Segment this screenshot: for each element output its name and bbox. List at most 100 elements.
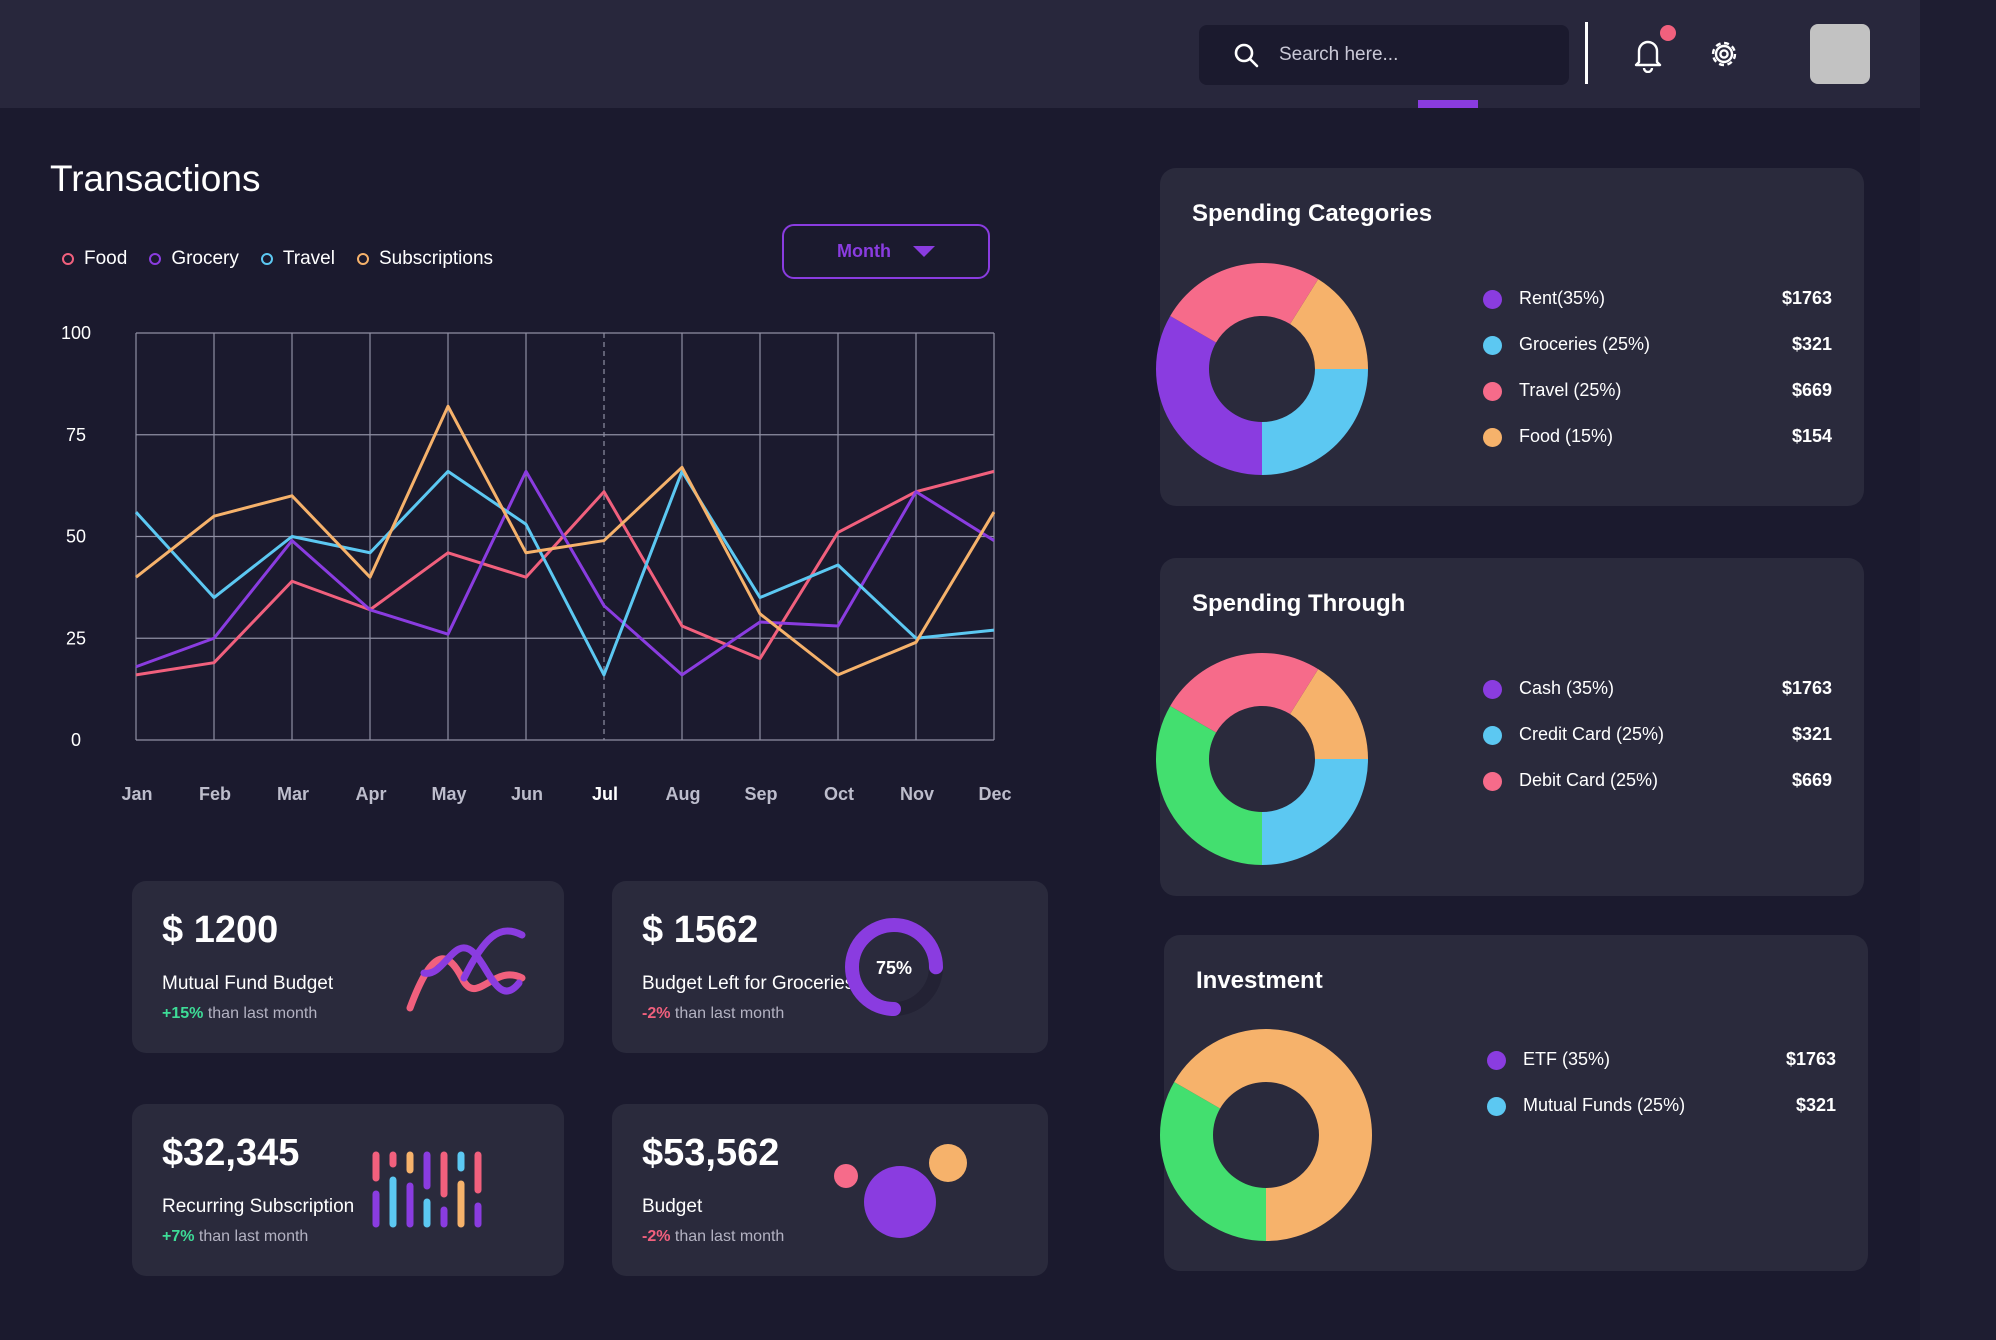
series-line-travel (134, 469, 995, 677)
legend-label: Debit Card (25%) (1519, 770, 1659, 790)
legend-row: Mutual Funds (25%) $321 (1164, 1091, 1868, 1121)
change-text: than last month (674, 1228, 785, 1245)
change-text: than last month (207, 1005, 318, 1022)
card-change: -2% than last month (642, 1228, 784, 1246)
legend-dot (1487, 1051, 1506, 1070)
search-icon (1234, 43, 1259, 68)
card-value: $32,345 (162, 1132, 300, 1174)
x-tick-label: Jun (511, 784, 543, 804)
change-percent: -2% (642, 1005, 671, 1022)
donut-segment (1170, 653, 1319, 733)
donut-segment (1156, 316, 1262, 475)
y-tick-label: 50 (66, 527, 86, 547)
legend-dot (1483, 382, 1502, 401)
legend-value: $321 (1791, 724, 1832, 744)
legend-label: ETF (35%) (1523, 1049, 1611, 1069)
card-value: $53,562 (642, 1132, 780, 1174)
legend-marker (62, 253, 74, 265)
x-tick-label: Dec (978, 784, 1011, 804)
legend-dot (1483, 290, 1502, 309)
donut-segment (1266, 1029, 1372, 1241)
legend-row: ETF (35%) $1763 (1164, 1045, 1868, 1075)
top-bar (0, 0, 1920, 108)
panel-title: Spending Through (1192, 590, 1406, 617)
legend-label: Food (15%) (1519, 426, 1614, 446)
right-edge-strip (1920, 0, 1996, 1340)
legend-dot (1487, 1097, 1506, 1116)
legend-item-grocery: Grocery (149, 248, 239, 270)
donut-segment (1170, 263, 1319, 343)
donut-segment (1156, 706, 1262, 865)
card-change: +15% than last month (162, 1005, 317, 1023)
x-tick-label: May (431, 784, 466, 804)
card-label: Budget (642, 1196, 703, 1217)
legend-label: Cash (35%) (1519, 678, 1615, 698)
legend-row: Credit Card (25%) $321 (1160, 720, 1864, 750)
legend-value: $154 (1791, 426, 1832, 446)
panel-investment: Investment ETF (35%) $1763 Mutual Funds … (1160, 935, 1868, 1271)
x-tick-label: Sep (744, 784, 777, 804)
bell-icon[interactable] (1630, 35, 1666, 73)
search-box[interactable] (1199, 25, 1569, 85)
change-percent: -2% (642, 1228, 671, 1245)
chevron-down-icon (912, 246, 935, 257)
legend-marker (356, 253, 369, 265)
legend-value: $321 (1791, 334, 1832, 354)
donut-chart (1156, 653, 1368, 865)
page-title: Transactions (50, 158, 261, 199)
legend-label: Food (84, 248, 128, 269)
avatar[interactable] (1810, 24, 1870, 84)
legend-dot (1483, 726, 1502, 745)
series-line-subscriptions (135, 404, 996, 677)
legend-item-food: Food (62, 248, 127, 270)
card-label: Budget Left for Groceries (642, 973, 855, 994)
legend-dot (1483, 680, 1502, 699)
series-line-food (135, 469, 995, 677)
legend-dot (1483, 336, 1502, 355)
legend-row: Debit Card (25%) $669 (1160, 766, 1864, 796)
legend-label: Grocery (171, 248, 239, 269)
change-percent: +15% (162, 1005, 204, 1022)
card-budget: $53,562 Budget -2% than last month (612, 1104, 1048, 1276)
card-label: Mutual Fund Budget (162, 973, 334, 994)
active-indicator (1418, 100, 1478, 108)
legend-value: $1763 (1781, 288, 1832, 308)
legend-dot (1483, 428, 1502, 447)
y-tick-label: 0 (71, 730, 81, 750)
change-percent: +7% (162, 1228, 195, 1245)
legend-label: Groceries (25%) (1519, 334, 1651, 354)
donut-segment (1160, 1082, 1266, 1241)
panel-spending-categories: Spending Categories Rent(35%) $1763 Groc… (1156, 168, 1864, 506)
legend-row: Rent(35%) $1763 (1160, 284, 1864, 314)
panel-spending-through: Spending Through Cash (35%) $1763 Credit… (1156, 558, 1864, 896)
legend-label: Mutual Funds (25%) (1523, 1095, 1686, 1115)
donut-chart (1156, 263, 1368, 475)
card-groceries-budget: $ 1562 Budget Left for Groceries -2% tha… (612, 881, 1048, 1053)
progress-ring: 75% (845, 918, 943, 1016)
legend-value: $669 (1791, 770, 1832, 790)
legend-value: $321 (1795, 1095, 1836, 1115)
bars-pattern-icon (372, 1151, 482, 1228)
period-dropdown[interactable]: Month (782, 224, 990, 279)
donut-chart (1160, 1029, 1372, 1241)
legend-row: Travel (25%) $669 (1160, 376, 1864, 406)
donut-segment (1290, 279, 1368, 369)
series-line-grocery (135, 469, 995, 677)
x-tick-label: Jan (121, 784, 152, 804)
bubbles-icon (834, 1144, 967, 1238)
transactions-chart: 0 25 50 75 100 Jan Feb Mar Apr May Jun Jul Aug Sep Oct… (61, 323, 1012, 804)
period-dropdown-label: Month (837, 241, 891, 261)
x-tick-label: Oct (824, 784, 854, 804)
search-input[interactable] (1277, 43, 1551, 67)
y-tick-label: 75 (66, 425, 86, 445)
card-recurring-subscription: $32,345 Recurring Subscription +7% than … (132, 1104, 564, 1276)
change-text: than last month (198, 1228, 309, 1245)
chart-grid (135, 332, 995, 741)
legend-label: Rent(35%) (1519, 288, 1606, 308)
header-divider (1585, 22, 1588, 84)
donut-segment (1262, 759, 1368, 865)
x-tick-label: Apr (356, 784, 387, 804)
x-tick-label: Jul (592, 784, 618, 804)
notification-badge (1660, 25, 1676, 41)
gear-icon[interactable] (1706, 36, 1742, 72)
